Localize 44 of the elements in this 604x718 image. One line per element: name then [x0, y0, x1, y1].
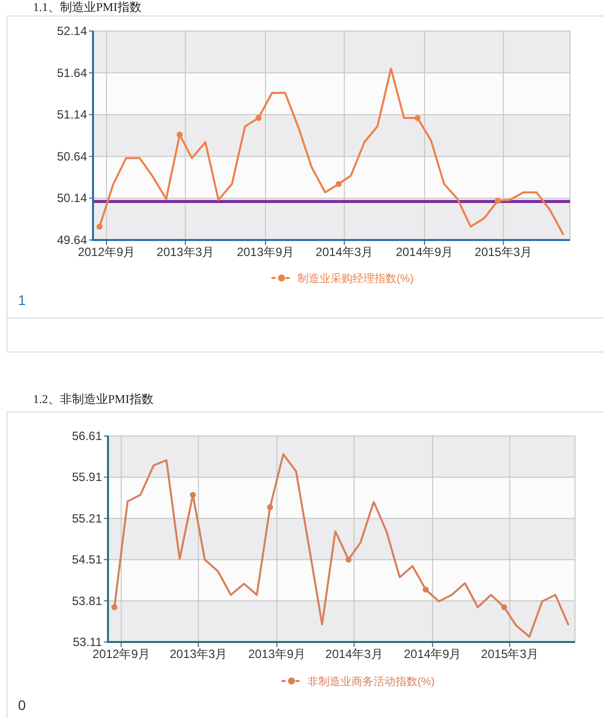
y-tick-label: 51.14 — [56, 108, 88, 122]
x-tick-label: 2013年9月 — [236, 245, 294, 259]
y-tick-label: 56.61 — [72, 429, 102, 443]
x-tick-label: 2013年3月 — [156, 245, 214, 259]
point — [176, 132, 183, 138]
x-tick-label: 2013年3月 — [170, 647, 228, 661]
chart-title: 1.2、非制造业PMI指数 — [33, 392, 154, 406]
text: 0 — [18, 697, 26, 713]
point — [96, 224, 103, 230]
y-tick-label: 50.64 — [56, 149, 88, 164]
x-tick-label: 2014年9月 — [396, 245, 454, 259]
y-tick-label: 54.51 — [72, 552, 102, 567]
y-tick-label: 55.91 — [72, 470, 102, 484]
y-tick-label: 53.11 — [72, 635, 102, 649]
x-tick-label: 2013年9月 — [248, 647, 306, 661]
point — [336, 180, 342, 187]
point — [256, 114, 262, 121]
y-tick-label: 49.64 — [56, 233, 88, 247]
y-tick-label: 53.81 — [72, 594, 102, 608]
chart-title: 1.1、制造业PMI指数 — [33, 0, 142, 14]
point — [190, 492, 196, 498]
x-tick-label: 2014年3月 — [325, 647, 383, 661]
y-tick-label: 51.64 — [56, 66, 88, 80]
point — [414, 114, 421, 121]
point — [111, 604, 118, 610]
legend-label: 非制造业商务活动指数(%) — [308, 675, 435, 688]
legend-label: 制造业采购经理指数(%) — [298, 272, 414, 285]
y-tick-label: 52.14 — [56, 24, 88, 38]
x-tick-label: 2014年3月 — [316, 245, 374, 259]
point — [422, 586, 429, 593]
x-tick-label: 2014年9月 — [404, 647, 462, 661]
y-tick-label: 50.14 — [56, 191, 88, 206]
x-tick-label: 2015年3月 — [481, 647, 538, 661]
point — [494, 198, 501, 204]
x-tick-label: 2012年9月 — [78, 245, 136, 259]
y-tick-label: 55.21 — [72, 511, 102, 526]
x-tick-label: 2012年9月 — [92, 647, 150, 661]
point — [267, 504, 274, 510]
line-series — [111, 453, 570, 638]
line-series — [96, 68, 564, 236]
x-tick-label: 2015年3月 — [474, 245, 532, 259]
point — [346, 556, 352, 563]
text: 1 — [18, 292, 26, 308]
point — [501, 604, 508, 610]
